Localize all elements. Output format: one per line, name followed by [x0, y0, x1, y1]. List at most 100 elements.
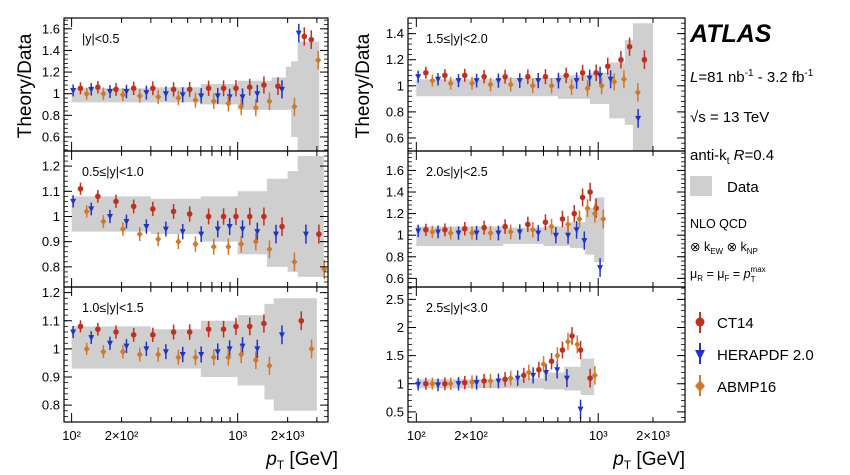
- data-point: [83, 90, 90, 98]
- data-point: [210, 243, 217, 251]
- data-point: [70, 198, 77, 205]
- data-point: [591, 210, 598, 218]
- y-tick-label: 1: [53, 86, 60, 101]
- x-tick-label: 2×10³: [636, 428, 670, 443]
- data-point: [435, 229, 442, 236]
- series-abmp16: [429, 70, 641, 102]
- data-point: [130, 85, 137, 92]
- data-point: [186, 86, 193, 93]
- data-point: [455, 78, 462, 85]
- data-point: [155, 93, 162, 101]
- data-point: [591, 371, 598, 379]
- data-point: [83, 207, 90, 215]
- data-point: [563, 72, 569, 79]
- data-point: [469, 79, 476, 87]
- data-point: [502, 73, 508, 80]
- data-point: [95, 84, 101, 91]
- data-point: [559, 347, 566, 353]
- data-point: [415, 381, 422, 388]
- data-point: [535, 78, 542, 85]
- data-point: [198, 231, 205, 238]
- data-point: [220, 85, 227, 92]
- data-point: [461, 72, 468, 79]
- data-point: [70, 329, 77, 336]
- region-label: 2.5≤|y|<3.0: [426, 301, 488, 315]
- data-point: [210, 97, 217, 105]
- data-point: [233, 323, 239, 330]
- data-point: [415, 74, 422, 81]
- x-tick-label: 10²: [407, 428, 426, 443]
- data-point: [119, 348, 126, 356]
- y-tick-label: 2.5: [386, 292, 404, 307]
- data-point: [113, 86, 119, 93]
- data-point: [635, 115, 642, 122]
- legend-ct14-marker: [695, 317, 705, 327]
- data-point: [252, 104, 259, 112]
- data-point: [423, 380, 429, 387]
- legend-abmp16-marker: [695, 380, 705, 392]
- data-point: [239, 343, 246, 350]
- y-tick-label: 1: [397, 78, 404, 93]
- x-tick-label: 10³: [228, 428, 247, 443]
- data-point: [254, 346, 261, 353]
- data-point: [233, 85, 239, 92]
- data-point: [143, 346, 150, 353]
- data-point: [634, 88, 641, 96]
- panel-3: 0.8 0.9 1 1.1 1.2 10² 2×10² 10³ 2×10³ 1.0≤|y|<1.5: [42, 285, 329, 443]
- data-point: [563, 375, 570, 382]
- series-herapdf-2-0: [70, 325, 285, 363]
- data-point: [516, 229, 523, 236]
- x-tick-label: 10²: [62, 428, 81, 443]
- data-uncertainty-band: [71, 298, 317, 411]
- data-point: [83, 345, 90, 353]
- data-point: [198, 352, 205, 358]
- data-point: [261, 82, 267, 88]
- data-point: [162, 91, 169, 98]
- data-legend-label: Data: [727, 179, 759, 196]
- data-point: [100, 90, 107, 98]
- data-point: [192, 240, 199, 248]
- data-point: [123, 343, 130, 350]
- data-point: [198, 93, 205, 100]
- y-tick-label: 1.2: [386, 206, 404, 221]
- data-point: [423, 69, 429, 76]
- data-point: [415, 228, 422, 235]
- y-tick-label: 0.5: [386, 404, 404, 419]
- data-point: [529, 226, 536, 234]
- data-point: [487, 81, 494, 88]
- y-tick-label: 1.5: [386, 348, 404, 363]
- data-point: [461, 379, 468, 386]
- data-point: [597, 72, 604, 79]
- data-point: [113, 198, 119, 205]
- data-point: [162, 349, 169, 356]
- data-point: [579, 194, 586, 201]
- panel-plot-area: [70, 156, 328, 279]
- data-point: [88, 86, 95, 93]
- y-tick-label: 0.8: [42, 108, 60, 123]
- data-point: [316, 231, 322, 237]
- data-point: [543, 370, 550, 376]
- legend-abmp16-label: ABMP16: [717, 379, 776, 396]
- data-point: [238, 103, 245, 111]
- y-tick-label: 1.2: [386, 52, 404, 67]
- series-abmp16: [429, 199, 607, 241]
- panel-plot-area: [70, 298, 317, 411]
- data-point: [548, 82, 555, 90]
- data-point: [273, 231, 280, 238]
- data-point: [175, 353, 182, 361]
- data-point: [495, 230, 502, 237]
- data-point: [155, 235, 162, 243]
- data-point: [641, 56, 648, 63]
- data-point: [600, 215, 607, 223]
- data-point: [473, 380, 480, 387]
- data-point: [225, 99, 232, 107]
- data-point: [308, 36, 315, 43]
- panel-5: 0.6 0.8 1 1.2 1.4 1.6 2.0≤|y|<2.5: [386, 150, 686, 288]
- data-point: [507, 374, 514, 382]
- data-point: [238, 351, 245, 358]
- data-point: [246, 213, 253, 220]
- y-tick-label: 1.2: [42, 285, 60, 300]
- data-point: [607, 76, 614, 83]
- data-point: [136, 230, 143, 238]
